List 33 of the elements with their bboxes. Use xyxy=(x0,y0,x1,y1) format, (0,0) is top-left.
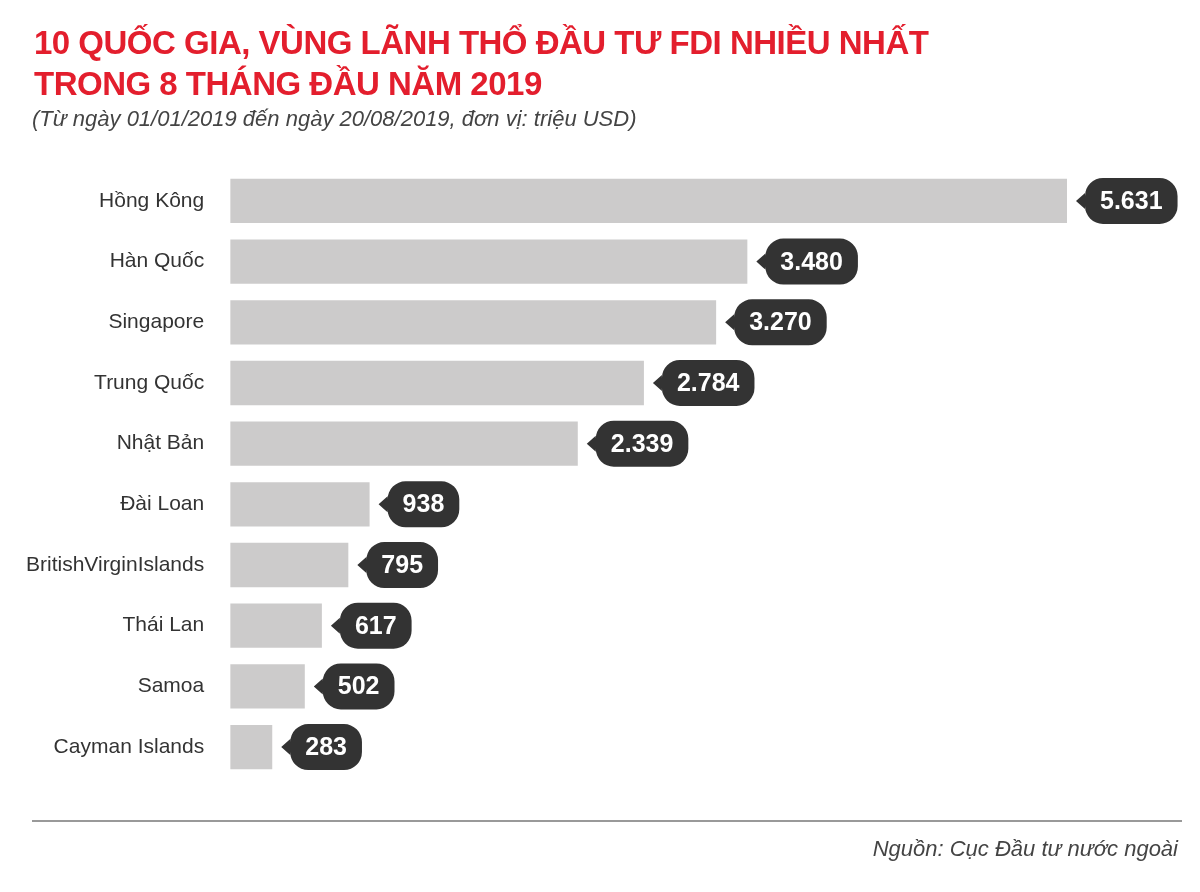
data-label: 617 xyxy=(354,610,397,639)
data-label: 3.480 xyxy=(780,246,843,275)
y-tick-label: BritishVirginIslands xyxy=(25,551,205,575)
bar xyxy=(230,664,305,709)
y-tick-label: Cayman Islands xyxy=(53,733,205,757)
data-label: 283 xyxy=(305,731,347,760)
text: Nguồn: Cục Đầu tư nước ngoài xyxy=(871,836,1180,862)
data-label: 795 xyxy=(381,549,424,578)
y-tick-label: Hàn Quốc xyxy=(109,248,205,272)
bar xyxy=(230,178,1067,224)
chart-subtitle: (Từ ngày 01/01/2019 đến ngày 20/08/2019, đơn vị: triệu USD) xyxy=(31,106,638,132)
y-tick-label: Trung Quốc xyxy=(94,369,205,393)
y-tick-label: Hồng Kông xyxy=(99,187,205,211)
bar xyxy=(230,724,273,770)
bar xyxy=(230,360,644,406)
data-label: 502 xyxy=(337,671,380,700)
data-label: 2.339 xyxy=(610,428,674,457)
bar xyxy=(230,603,322,648)
data-label: 2.784 xyxy=(676,367,740,396)
y-tick-label: Singapore xyxy=(108,309,205,333)
bar xyxy=(230,239,748,284)
y-tick-label: Thái Lan xyxy=(122,612,205,636)
data-label: 5.631 xyxy=(1100,185,1163,214)
y-tick-label: Samoa xyxy=(137,673,205,697)
data-label: 938 xyxy=(402,489,445,518)
bar xyxy=(230,421,578,466)
bar xyxy=(230,482,370,527)
data-label: 3.270 xyxy=(749,307,812,336)
y-tick-label: Nhật Bản xyxy=(116,430,205,454)
chart-title: 10 QUỐC GIA, VÙNG LÃNH THỔ ĐẦU TƯ FDI NHIỀU NHẤT TRONG 8 THÁNG ĐẦU NĂM 2019 xyxy=(33,23,930,104)
bar xyxy=(230,542,349,588)
y-tick-label: Đài Loan xyxy=(120,491,205,515)
bar xyxy=(230,300,717,345)
